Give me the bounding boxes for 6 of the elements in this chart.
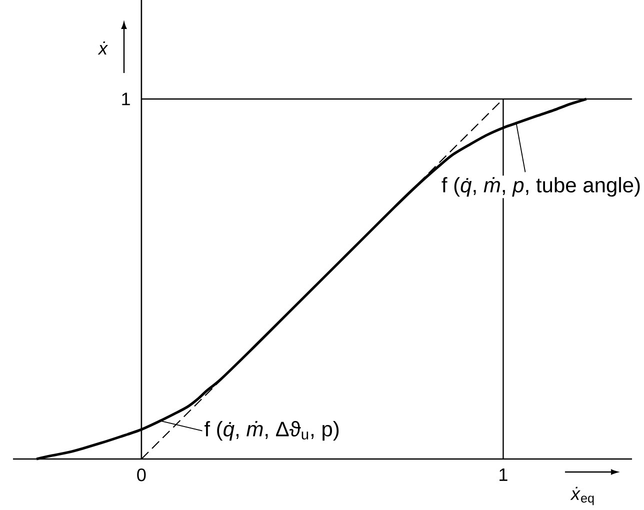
annotation: f (q̇, ṁ, p, tube angle) xyxy=(442,177,640,197)
annotation: 1 xyxy=(122,92,130,106)
annotation: f (q̇, ṁ, Δϑ$_{u}$, p) xyxy=(204,421,339,441)
x-tick-label: 0 xyxy=(137,468,146,482)
x-axis-title: ẋ$_{eq}$ xyxy=(570,486,594,506)
y-axis-title: ẋ xyxy=(98,41,108,55)
